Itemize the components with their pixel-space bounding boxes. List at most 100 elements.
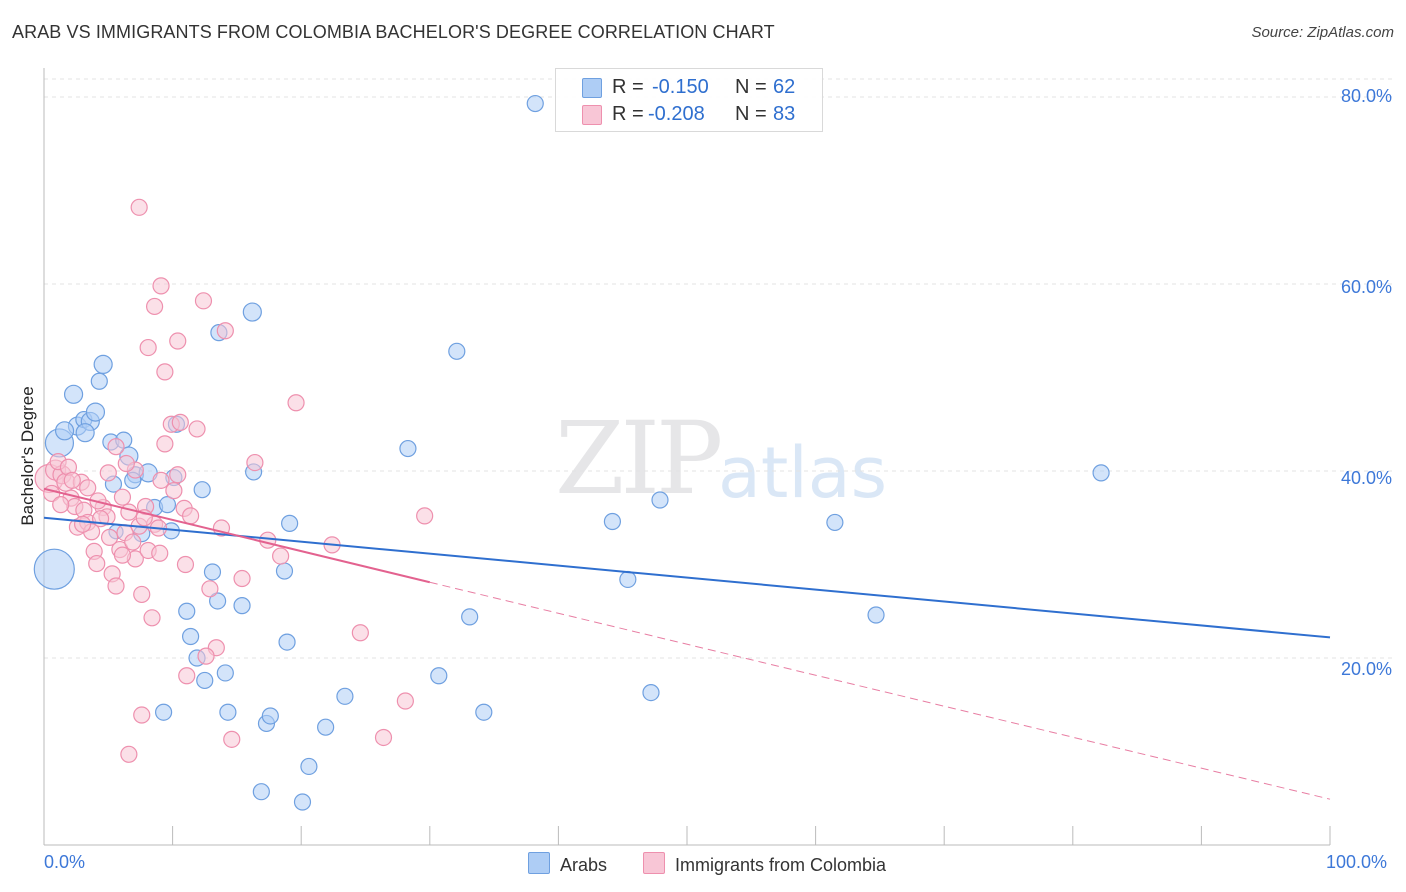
colombia-point [113, 546, 132, 564]
colombia-point [143, 609, 161, 627]
watermark-atlas: atlas [718, 432, 888, 514]
arabs-point [619, 570, 637, 589]
arabs-point [336, 687, 354, 705]
colombia-swatch [582, 105, 602, 125]
legend-arabs: Arabs [528, 852, 607, 876]
colombia-point [194, 292, 213, 310]
x-tick-min: 0.0% [44, 852, 86, 872]
arabs-point [430, 667, 448, 685]
colombia-point [156, 363, 174, 381]
arabs-point [1092, 464, 1110, 482]
arabs-point [261, 707, 279, 725]
arabs-point [33, 548, 75, 590]
arabs-point [278, 633, 296, 651]
legend-colombia: Immigrants from Colombia [643, 852, 886, 876]
arabs-point [154, 703, 173, 721]
colombia-point [100, 528, 119, 546]
arabs-point [209, 592, 227, 610]
colombia-point [79, 479, 97, 497]
legend-colombia-label: Immigrants from Colombia [675, 855, 887, 875]
colombia-point [107, 577, 125, 595]
colombia-point [416, 507, 434, 525]
colombia-point [374, 728, 393, 747]
legend-arabs-swatch [528, 852, 550, 874]
colombia-point [188, 420, 206, 438]
arabs-point [603, 512, 622, 531]
n-value: 83 [773, 103, 796, 125]
colombia-point [124, 533, 142, 551]
arabs-point [178, 602, 196, 620]
colombia-point [272, 547, 290, 565]
arabs-point [252, 783, 270, 801]
arabs-point [219, 703, 237, 721]
colombia-point [99, 464, 117, 482]
colombia-point [396, 692, 414, 710]
r-label: R = [612, 76, 644, 98]
colombia-point [216, 322, 234, 340]
y-tick-60: 60.0% [1340, 277, 1392, 297]
arabs-point [182, 627, 200, 646]
arabs-point [54, 421, 75, 441]
arabs-point [642, 683, 660, 702]
colombia-point [107, 438, 125, 456]
colombia-point [233, 569, 251, 588]
arabs-swatch [582, 78, 602, 98]
y-tick-40: 40.0% [1340, 468, 1392, 488]
arabs-point [158, 496, 177, 514]
n-label: N = [735, 103, 767, 125]
arabs-point [275, 562, 294, 580]
legend-arabs-label: Arabs [560, 855, 608, 875]
arabs-point [461, 608, 479, 626]
arabs-point [526, 94, 544, 113]
colombia-point [88, 554, 106, 573]
r-label: R = [612, 103, 644, 125]
colombia-point [259, 531, 277, 549]
arabs-point [399, 439, 417, 458]
colombia-point [120, 745, 138, 763]
y-tick-80: 80.0% [1340, 86, 1392, 106]
stats-box: R = -0.150 N = 62 R = -0.208 N = 83 [555, 68, 823, 132]
colombia-point [165, 482, 183, 500]
legend-colombia-swatch [643, 852, 665, 874]
colombia-point [176, 555, 195, 574]
colombia-point [120, 503, 138, 521]
arabs-point [826, 513, 844, 532]
y-tick-20: 20.0% [1340, 659, 1392, 679]
arabs-point [93, 354, 113, 375]
arabs-point [85, 402, 106, 422]
arabs-point [90, 372, 108, 390]
colombia-point [287, 394, 305, 412]
colombia-point [156, 435, 174, 453]
colombia-point [139, 338, 157, 357]
arabs-point [216, 664, 234, 682]
colombia-point [197, 647, 215, 665]
arabs-point [281, 514, 299, 532]
colombia-point [178, 667, 196, 685]
colombia-point [152, 277, 170, 295]
colombia-trend-extension [429, 581, 1331, 800]
x-tick-max: 100.0% [1326, 852, 1388, 872]
chart-title: ARAB VS IMMIGRANTS FROM COLOMBIA BACHELO… [12, 22, 775, 42]
colombia-point [133, 706, 151, 724]
arabs-point [293, 793, 312, 811]
colombia-point [73, 515, 92, 533]
colombia-point [130, 198, 148, 216]
colombia-point [246, 453, 264, 472]
arabs-point [651, 491, 669, 509]
colombia-point [151, 544, 169, 562]
colombia-point [351, 624, 369, 642]
arabs-trend-line [43, 516, 1331, 639]
arabs-point [867, 606, 885, 624]
colombia-point [145, 297, 164, 316]
colombia-point [52, 496, 70, 514]
source-credit: Source: ZipAtlas.com [1251, 24, 1394, 41]
arabs-point [193, 481, 211, 499]
n-label: N = [735, 76, 767, 98]
y-axis-label: Bachelor's Degree [18, 386, 37, 526]
arabs-point [63, 384, 84, 404]
arabs-point [242, 302, 262, 322]
colombia-point [169, 332, 187, 350]
r-value: -0.208 [648, 103, 705, 125]
colombia-point [182, 507, 200, 525]
